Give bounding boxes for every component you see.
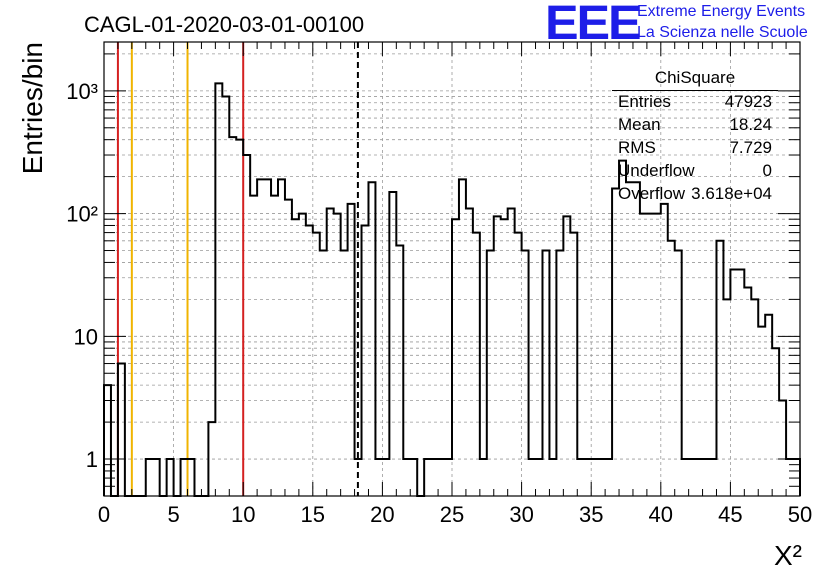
stats-row-overflow: Overflow 3.618e+04 <box>618 184 772 206</box>
stats-divider <box>612 90 778 91</box>
y-tick-label: 10 <box>74 324 98 349</box>
stats-value: 0 <box>762 161 772 180</box>
x-tick-label: 40 <box>649 502 673 527</box>
x-tick-label: 20 <box>370 502 394 527</box>
x-tick-labels: 0 5 10 15 20 25 30 35 40 45 50 <box>98 502 812 527</box>
axis-ticks <box>103 42 801 497</box>
stats-label: Underflow <box>618 161 695 180</box>
y-tick-labels: 1 10 10² 10³ <box>66 79 98 472</box>
eee-logo-mark: EEE <box>545 0 642 50</box>
stats-value: 18.24 <box>729 115 772 134</box>
stats-value: 7.729 <box>729 138 772 157</box>
stats-value: 47923 <box>724 92 772 111</box>
plot-title: CAGL-01-2020-03-01-00100 <box>84 12 365 37</box>
stats-value: 3.618e+04 <box>691 184 772 203</box>
stats-row-rms: RMS 7.729 <box>618 138 772 160</box>
stats-row-underflow: Underflow 0 <box>618 161 772 183</box>
y-tick-label: 10² <box>66 202 98 227</box>
histogram-series <box>103 82 801 497</box>
x-tick-label: 45 <box>718 502 742 527</box>
stats-row-entries: Entries 47923 <box>618 92 772 114</box>
x-tick-label: 15 <box>301 502 325 527</box>
x-tick-label: 5 <box>167 502 179 527</box>
stats-row-mean: Mean 18.24 <box>618 115 772 137</box>
x-tick-label: 10 <box>231 502 255 527</box>
logo-line-2: La Scienza nelle Scuole <box>637 24 808 41</box>
stats-box: ChiSquare Entries 47923 Mean 18.24 RMS 7… <box>612 68 778 208</box>
x-tick-label: 30 <box>509 502 533 527</box>
stats-label: Entries <box>618 92 671 111</box>
histogram-outline <box>103 82 801 497</box>
y-tick-label: 1 <box>86 447 98 472</box>
y-axis-title: Entries/bin <box>17 42 48 174</box>
x-tick-label: 35 <box>579 502 603 527</box>
stats-title: ChiSquare <box>654 68 736 87</box>
stats-label: RMS <box>618 138 656 157</box>
stats-label: Mean <box>618 115 661 134</box>
stats-label: Overflow <box>618 184 686 203</box>
y-tick-label: 10³ <box>66 79 98 104</box>
x-axis-title: X² <box>774 540 802 571</box>
logo-line-1: Extreme Energy Events <box>637 3 806 20</box>
x-tick-label: 25 <box>440 502 464 527</box>
x-tick-label: 0 <box>98 502 110 527</box>
x-tick-label: 50 <box>788 502 812 527</box>
